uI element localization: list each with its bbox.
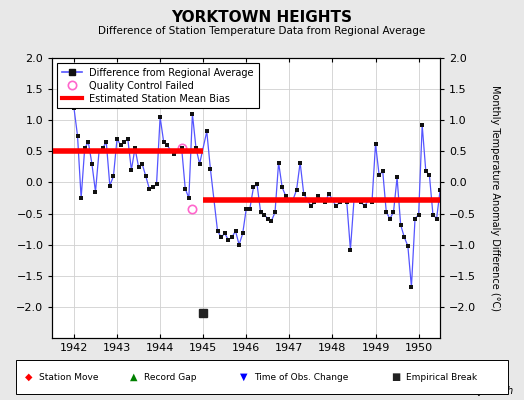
Text: Berkeley Earth: Berkeley Earth: [441, 386, 514, 396]
Text: Time of Obs. Change: Time of Obs. Change: [254, 372, 348, 382]
Text: YORKTOWN HEIGHTS: YORKTOWN HEIGHTS: [171, 10, 353, 25]
Y-axis label: Monthly Temperature Anomaly Difference (°C): Monthly Temperature Anomaly Difference (…: [490, 85, 500, 311]
Text: ▲: ▲: [130, 372, 137, 382]
Text: Station Move: Station Move: [39, 372, 99, 382]
Text: ◆: ◆: [25, 372, 32, 382]
Text: ▼: ▼: [240, 372, 247, 382]
Text: Difference of Station Temperature Data from Regional Average: Difference of Station Temperature Data f…: [99, 26, 425, 36]
Text: Empirical Break: Empirical Break: [406, 372, 477, 382]
Text: ■: ■: [391, 372, 400, 382]
Text: Record Gap: Record Gap: [144, 372, 196, 382]
Legend: Difference from Regional Average, Quality Control Failed, Estimated Station Mean: Difference from Regional Average, Qualit…: [57, 63, 259, 108]
